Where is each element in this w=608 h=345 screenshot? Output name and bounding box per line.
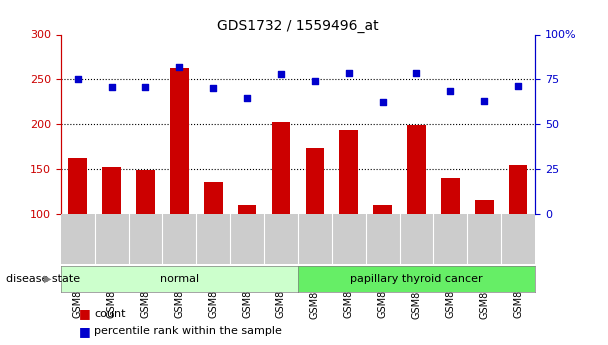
- Text: ■: ■: [79, 325, 91, 338]
- Text: percentile rank within the sample: percentile rank within the sample: [94, 326, 282, 336]
- Text: ▶: ▶: [44, 274, 52, 284]
- Bar: [441, 178, 460, 214]
- Point: [412, 70, 421, 76]
- Bar: [509, 165, 527, 214]
- Bar: [102, 167, 121, 214]
- Point: [378, 99, 387, 105]
- Text: disease state: disease state: [6, 274, 80, 284]
- Point: [446, 88, 455, 94]
- Point: [209, 86, 218, 91]
- Point: [310, 78, 320, 84]
- Bar: [272, 122, 290, 214]
- Bar: [69, 158, 87, 214]
- Bar: [306, 148, 324, 214]
- Text: ■: ■: [79, 307, 91, 321]
- Point: [276, 71, 286, 77]
- Text: papillary thyroid cancer: papillary thyroid cancer: [350, 274, 483, 284]
- Bar: [475, 200, 494, 214]
- Bar: [339, 130, 358, 214]
- Point: [513, 83, 523, 88]
- Bar: [373, 205, 392, 214]
- Bar: [204, 181, 223, 214]
- Bar: [238, 205, 257, 214]
- Bar: [407, 125, 426, 214]
- Point: [242, 96, 252, 101]
- Text: normal: normal: [160, 274, 199, 284]
- Point: [73, 77, 83, 82]
- Bar: [136, 170, 155, 214]
- Title: GDS1732 / 1559496_at: GDS1732 / 1559496_at: [217, 19, 379, 33]
- Point: [479, 98, 489, 104]
- Point: [107, 84, 117, 89]
- Bar: [170, 68, 188, 214]
- Point: [174, 64, 184, 70]
- Point: [344, 70, 354, 76]
- Point: [140, 84, 150, 89]
- Text: count: count: [94, 309, 126, 319]
